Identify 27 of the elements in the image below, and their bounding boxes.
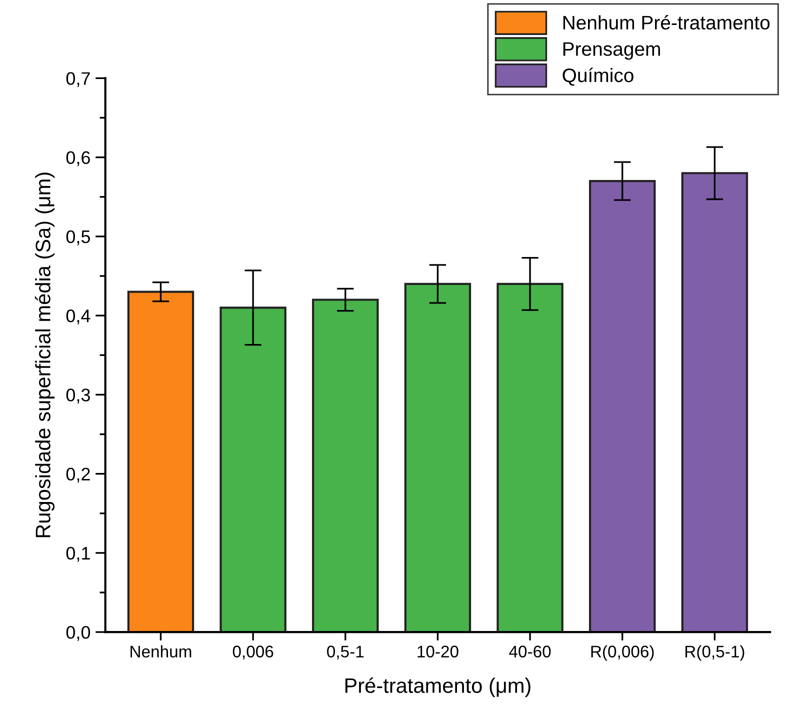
y-tick-label: 0,6: [66, 151, 90, 166]
y-tick-label: 0,2: [66, 468, 90, 483]
bar: [496, 282, 564, 632]
bar: [312, 298, 379, 632]
bar: [404, 282, 472, 632]
bar: [127, 290, 194, 632]
bar: [681, 172, 748, 632]
x-tick-label: R(0,5-1): [685, 645, 744, 661]
x-tick-label: Nenhum: [130, 645, 192, 658]
y-tick-label: 0,3: [66, 388, 90, 404]
x-tick-label: 40-60: [509, 646, 551, 658]
legend-label: Químico: [562, 68, 634, 86]
y-axis-title: Rugosidade superficial média (Sa) (μm): [34, 172, 55, 538]
x-tick-label: R(0,006): [591, 645, 654, 661]
bar: [588, 180, 656, 632]
x-tick-label: 10-20: [418, 646, 458, 658]
bar: [220, 306, 286, 632]
y-tick-label: 0,0: [66, 626, 90, 641]
x-tick-label: 0,5-1: [327, 646, 364, 660]
y-tick-label: 0,5: [66, 230, 90, 246]
y-tick-label: 0,4: [66, 309, 90, 324]
x-tick-label: 0,006: [232, 646, 274, 660]
legend-label: Nenhum Pré-tratamento: [563, 15, 770, 30]
y-tick-label: 0,7: [66, 72, 90, 88]
legend-label: Prensagem: [563, 42, 660, 60]
x-axis-title: Pré-tratamento (μm): [345, 677, 530, 698]
y-tick-label: 0,1: [66, 546, 90, 562]
